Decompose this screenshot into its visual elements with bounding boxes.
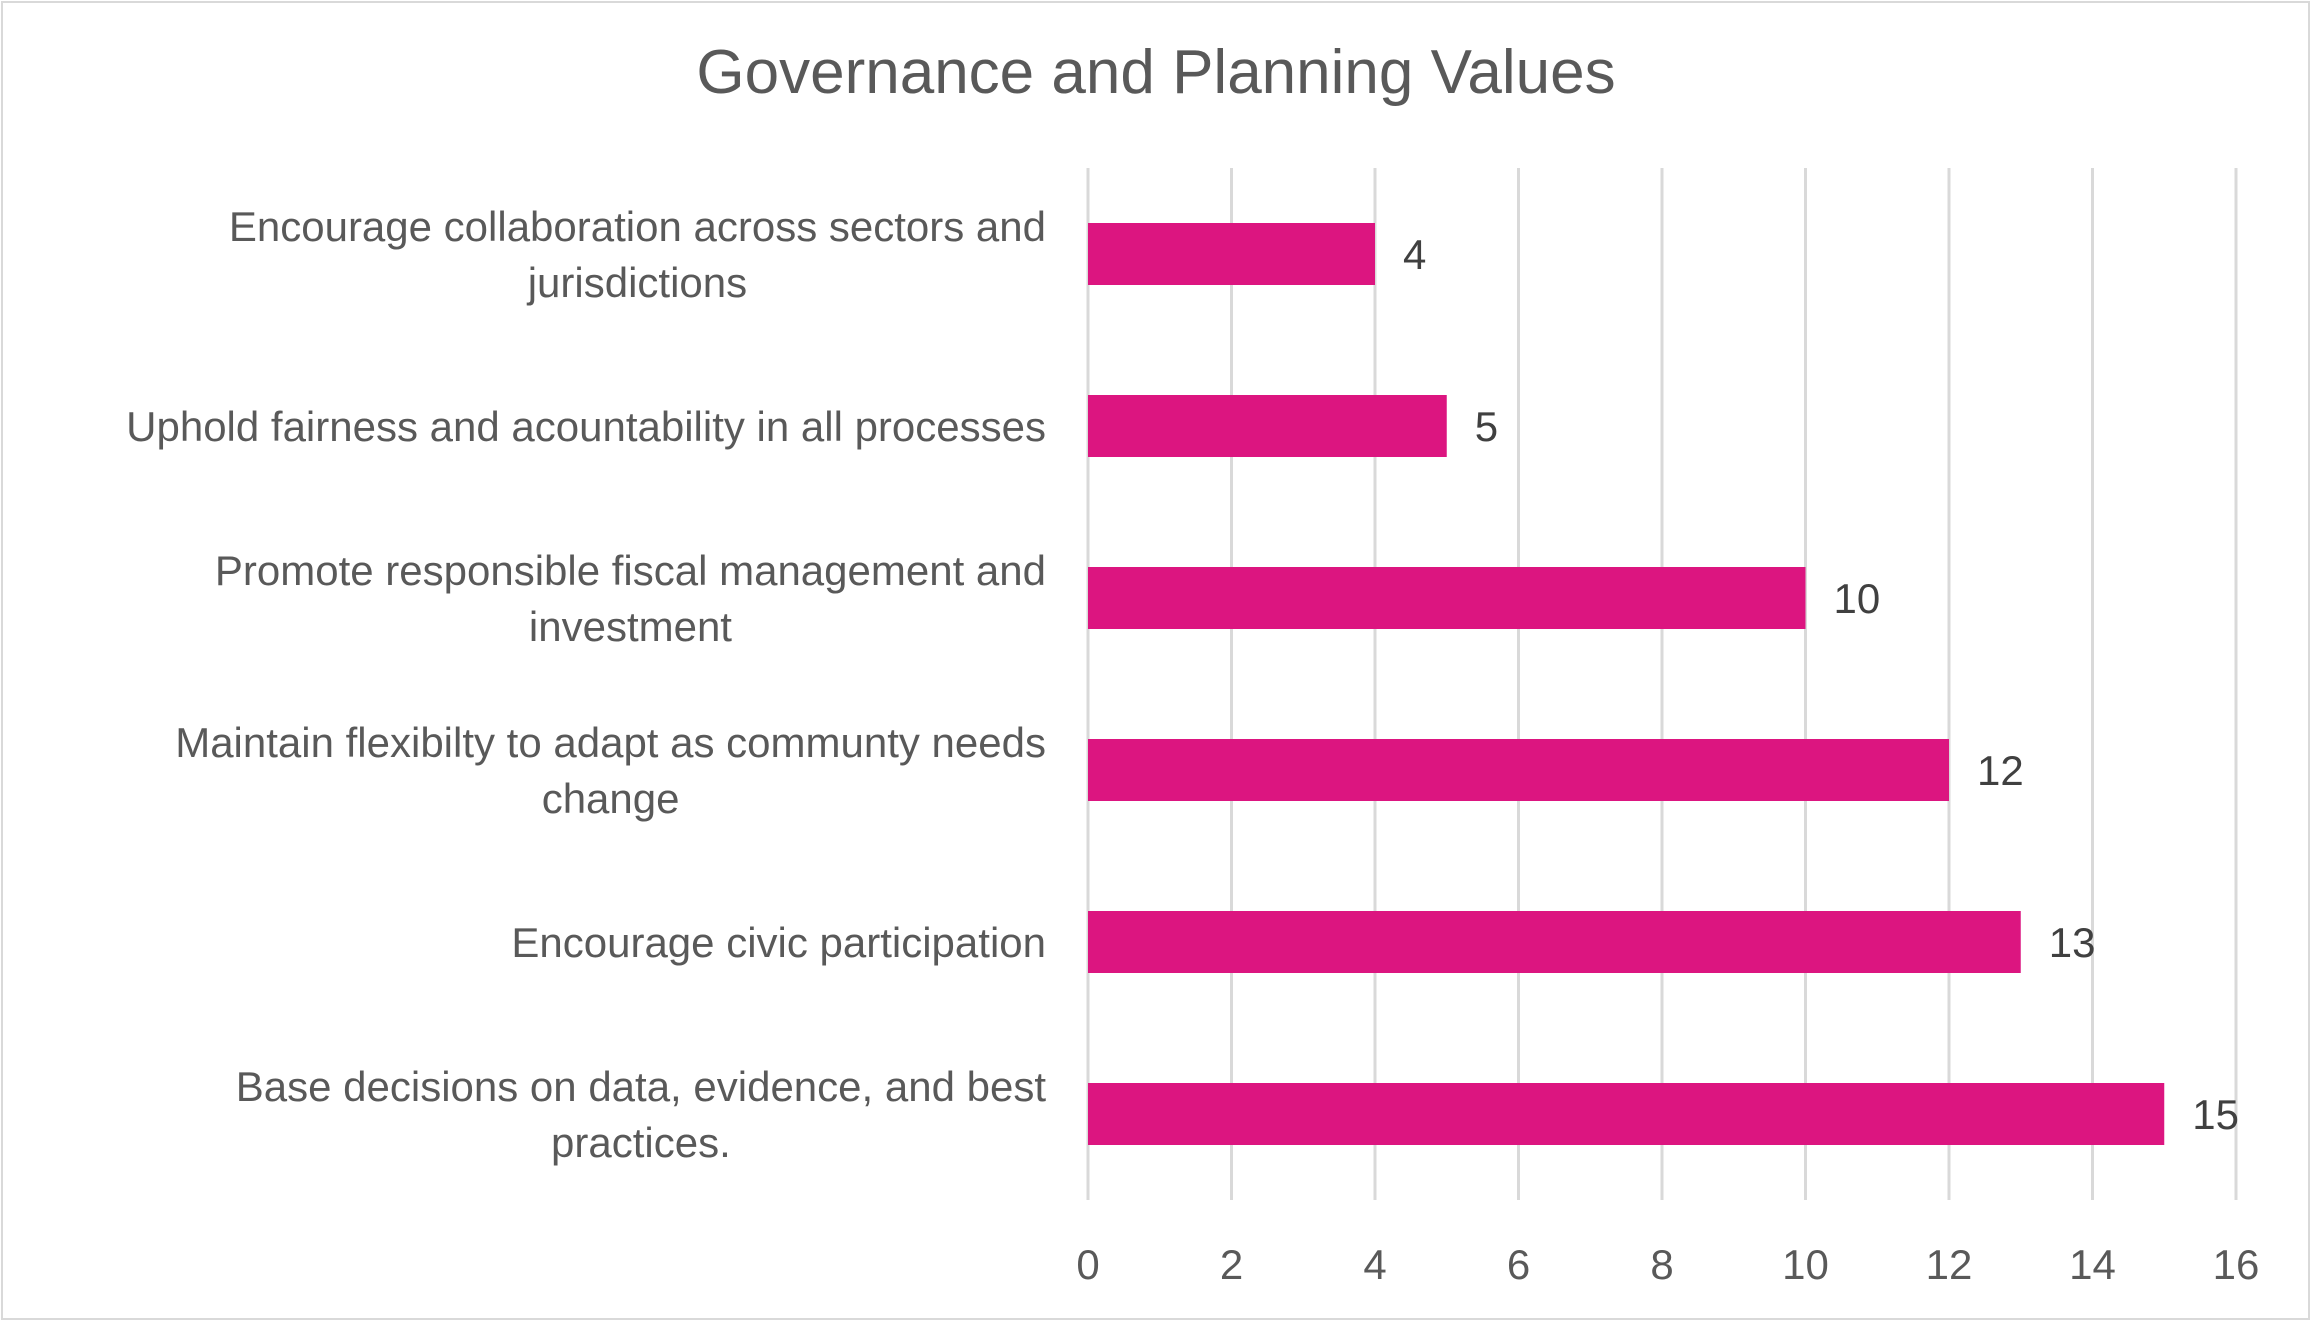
category-label-line: Uphold fairness and acountability in all… (126, 403, 1046, 450)
category-label: Encourage collaboration across sectors a… (229, 203, 1046, 306)
data-label: 10 (1834, 575, 1881, 622)
category-label-line: Encourage collaboration across sectors a… (229, 203, 1046, 250)
x-tick-label: 14 (2069, 1241, 2116, 1288)
x-tick-label: 2 (1220, 1241, 1243, 1288)
category-label-line: Promote responsible fiscal management an… (215, 547, 1046, 594)
category-label-line: Maintain flexibilty to adapt as communty… (175, 719, 1046, 766)
category-label-line: Encourage civic participation (511, 919, 1046, 966)
bar (1088, 223, 1375, 285)
x-axis-tick-labels: 0 2 4 6 8 10 12 14 16 (1076, 1241, 2259, 1288)
category-label: Uphold fairness and acountability in all… (126, 403, 1046, 450)
category-label-line: investment (529, 603, 732, 650)
category-label: Encourage civic participation (511, 919, 1046, 966)
category-label: Maintain flexibilty to adapt as communty… (175, 719, 1046, 822)
x-tick-label: 8 (1650, 1241, 1673, 1288)
x-tick-label: 10 (1782, 1241, 1829, 1288)
chart-title: Governance and Planning Values (696, 38, 1615, 107)
x-tick-label: 6 (1507, 1241, 1530, 1288)
category-label-line: practices. (551, 1119, 731, 1166)
gridlines (1086, 168, 2238, 1200)
x-tick-label: 4 (1363, 1241, 1386, 1288)
bar (1088, 567, 1806, 629)
category-label-line: change (542, 775, 680, 822)
bar (1088, 739, 1949, 801)
bar (1088, 911, 2021, 973)
bar (1088, 1083, 2165, 1145)
data-labels: 4 5 10 12 13 15 (1403, 231, 2239, 1138)
x-tick-label: 16 (2213, 1241, 2260, 1288)
data-label: 5 (1475, 403, 1498, 450)
category-labels: Encourage collaboration across sectors a… (126, 203, 1046, 1166)
x-tick-label: 12 (1926, 1241, 1973, 1288)
bars (1088, 223, 2165, 1145)
data-label: 15 (2192, 1091, 2239, 1138)
category-label-line: Base decisions on data, evidence, and be… (236, 1063, 1047, 1110)
data-label: 4 (1403, 231, 1426, 278)
data-label: 13 (2049, 919, 2096, 966)
data-label: 12 (1977, 747, 2024, 794)
x-tick-label: 0 (1076, 1241, 1099, 1288)
category-label: Promote responsible fiscal management an… (215, 547, 1046, 650)
category-label-line: jurisdictions (526, 259, 747, 306)
category-label: Base decisions on data, evidence, and be… (236, 1063, 1047, 1166)
bar (1088, 395, 1447, 457)
